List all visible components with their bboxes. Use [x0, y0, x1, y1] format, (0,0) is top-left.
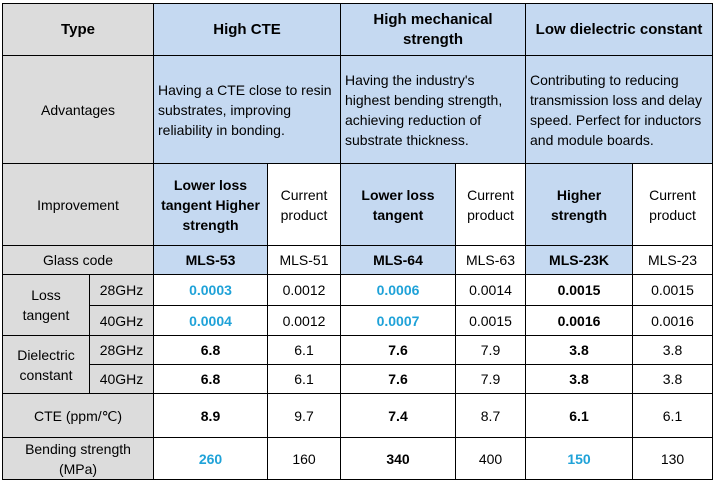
- loss-tangent-value: 0.0012: [267, 305, 341, 336]
- cte-value: 7.4: [340, 393, 456, 438]
- loss-tangent-value: 0.0012: [267, 274, 341, 306]
- loss-tangent-row-40ghz: 40GHz 0.0004 0.0012 0.0007 0.0015 0.0016…: [3, 305, 714, 336]
- improvement-mls-23k: Higher strength: [525, 163, 633, 246]
- bending-strength-value: 130: [631, 437, 714, 480]
- cte-label: CTE (ppm/℃): [2, 393, 154, 438]
- bending-strength-value: 340: [340, 437, 456, 480]
- loss-tangent-freq: 40GHz: [89, 305, 154, 336]
- dielectric-constant-value: 6.1: [267, 364, 341, 394]
- glass-code-mls-63: MLS-63: [455, 245, 526, 275]
- bending-strength-row: Bending strength (MPa) 260 160 340 400 1…: [2, 437, 714, 480]
- glass-code-mls-51: MLS-51: [267, 245, 341, 275]
- cte-value: 8.7: [455, 393, 526, 438]
- loss-tangent-value: 0.0003: [153, 274, 268, 306]
- glass-code-label: Glass code: [2, 245, 154, 275]
- loss-tangent-value: 0.0015: [631, 274, 714, 306]
- bending-strength-label: Bending strength (MPa): [2, 437, 154, 480]
- loss-tangent-label: Loss tangent: [2, 274, 90, 336]
- loss-tangent-value: 0.0016: [525, 305, 633, 336]
- improvement-label: Improvement: [2, 163, 154, 246]
- type-label: Type: [2, 3, 154, 56]
- bending-strength-value: 260: [153, 437, 268, 480]
- cte-value: 6.1: [525, 393, 633, 438]
- glass-code-mls-64: MLS-64: [340, 245, 456, 275]
- dielectric-constant-value: 6.8: [153, 335, 268, 365]
- advantage-high-mechanical-strength: Having the industry's highest bending st…: [340, 55, 526, 164]
- bending-strength-value: 160: [267, 437, 341, 480]
- improvement-mls-53: Lower loss tangent Higher strength: [153, 163, 268, 246]
- dielectric-constant-value: 3.8: [631, 335, 714, 365]
- type-low-dielectric-constant: Low dielectric constant: [524, 3, 714, 56]
- improvement-row: Improvement Lower loss tangent Higher st…: [2, 163, 714, 246]
- type-high-cte: High CTE: [153, 3, 341, 56]
- cte-row: CTE (ppm/℃) 8.9 9.7 7.4 8.7 6.1 6.1: [2, 393, 714, 438]
- advantages-label: Advantages: [2, 55, 154, 164]
- loss-tangent-freq: 28GHz: [89, 274, 154, 306]
- loss-tangent-value: 0.0006: [340, 274, 456, 306]
- loss-tangent-value: 0.0015: [455, 305, 526, 336]
- loss-tangent-value: 0.0004: [153, 305, 268, 336]
- glass-code-mls-53: MLS-53: [153, 245, 268, 275]
- glass-code-mls-23: MLS-23: [631, 245, 714, 275]
- glass-code-row: Glass code MLS-53 MLS-51 MLS-64 MLS-63 M…: [2, 245, 714, 275]
- loss-tangent-row-28ghz: Loss tangent 28GHz 0.0003 0.0012 0.0006 …: [2, 274, 714, 336]
- loss-tangent-value: 0.0015: [525, 274, 633, 306]
- improvement-mls-64: Lower loss tangent: [340, 163, 456, 246]
- loss-tangent-value: 0.0016: [631, 305, 714, 336]
- dielectric-constant-value: 7.9: [455, 364, 526, 394]
- dielectric-constant-value: 7.9: [455, 335, 526, 365]
- improvement-mls-51: Current product: [267, 163, 341, 246]
- dielectric-constant-value: 7.6: [340, 364, 456, 394]
- dielectric-constant-value: 3.8: [525, 364, 633, 394]
- dielectric-constant-value: 6.1: [267, 335, 341, 365]
- dielectric-constant-row-28ghz: Dielectric constant 28GHz 6.8 6.1 7.6 7.…: [2, 335, 714, 394]
- cte-value: 6.1: [631, 393, 714, 438]
- bending-strength-value: 400: [455, 437, 526, 480]
- glass-spec-table: Type High CTE High mechanical strength L…: [2, 3, 714, 480]
- dielectric-constant-value: 6.8: [153, 364, 268, 394]
- dielectric-constant-value: 3.8: [525, 335, 633, 365]
- cte-value: 9.7: [267, 393, 341, 438]
- dielectric-constant-row-40ghz: 40GHz 6.8 6.1 7.6 7.9 3.8 3.8: [3, 364, 714, 394]
- dielectric-constant-freq: 28GHz: [89, 335, 154, 365]
- type-high-mechanical-strength: High mechanical strength: [340, 3, 526, 56]
- loss-tangent-value: 0.0007: [340, 305, 456, 336]
- dielectric-constant-value: 7.6: [340, 335, 456, 365]
- improvement-mls-23: Current product: [631, 163, 714, 246]
- bending-strength-value: 150: [525, 437, 633, 480]
- cte-value: 8.9: [153, 393, 268, 438]
- advantage-high-cte: Having a CTE close to resin substrates, …: [153, 55, 341, 164]
- dielectric-constant-label: Dielectric constant: [2, 335, 90, 394]
- advantages-row: Advantages Having a CTE close to resin s…: [2, 55, 714, 164]
- dielectric-constant-freq: 40GHz: [89, 364, 154, 394]
- loss-tangent-value: 0.0014: [455, 274, 526, 306]
- dielectric-constant-value: 3.8: [631, 364, 714, 394]
- improvement-mls-63: Current product: [455, 163, 526, 246]
- advantage-low-dielectric-constant: Contributing to reducing transmission lo…: [524, 55, 714, 164]
- glass-code-mls-23k: MLS-23K: [525, 245, 633, 275]
- type-row: Type High CTE High mechanical strength L…: [2, 3, 714, 56]
